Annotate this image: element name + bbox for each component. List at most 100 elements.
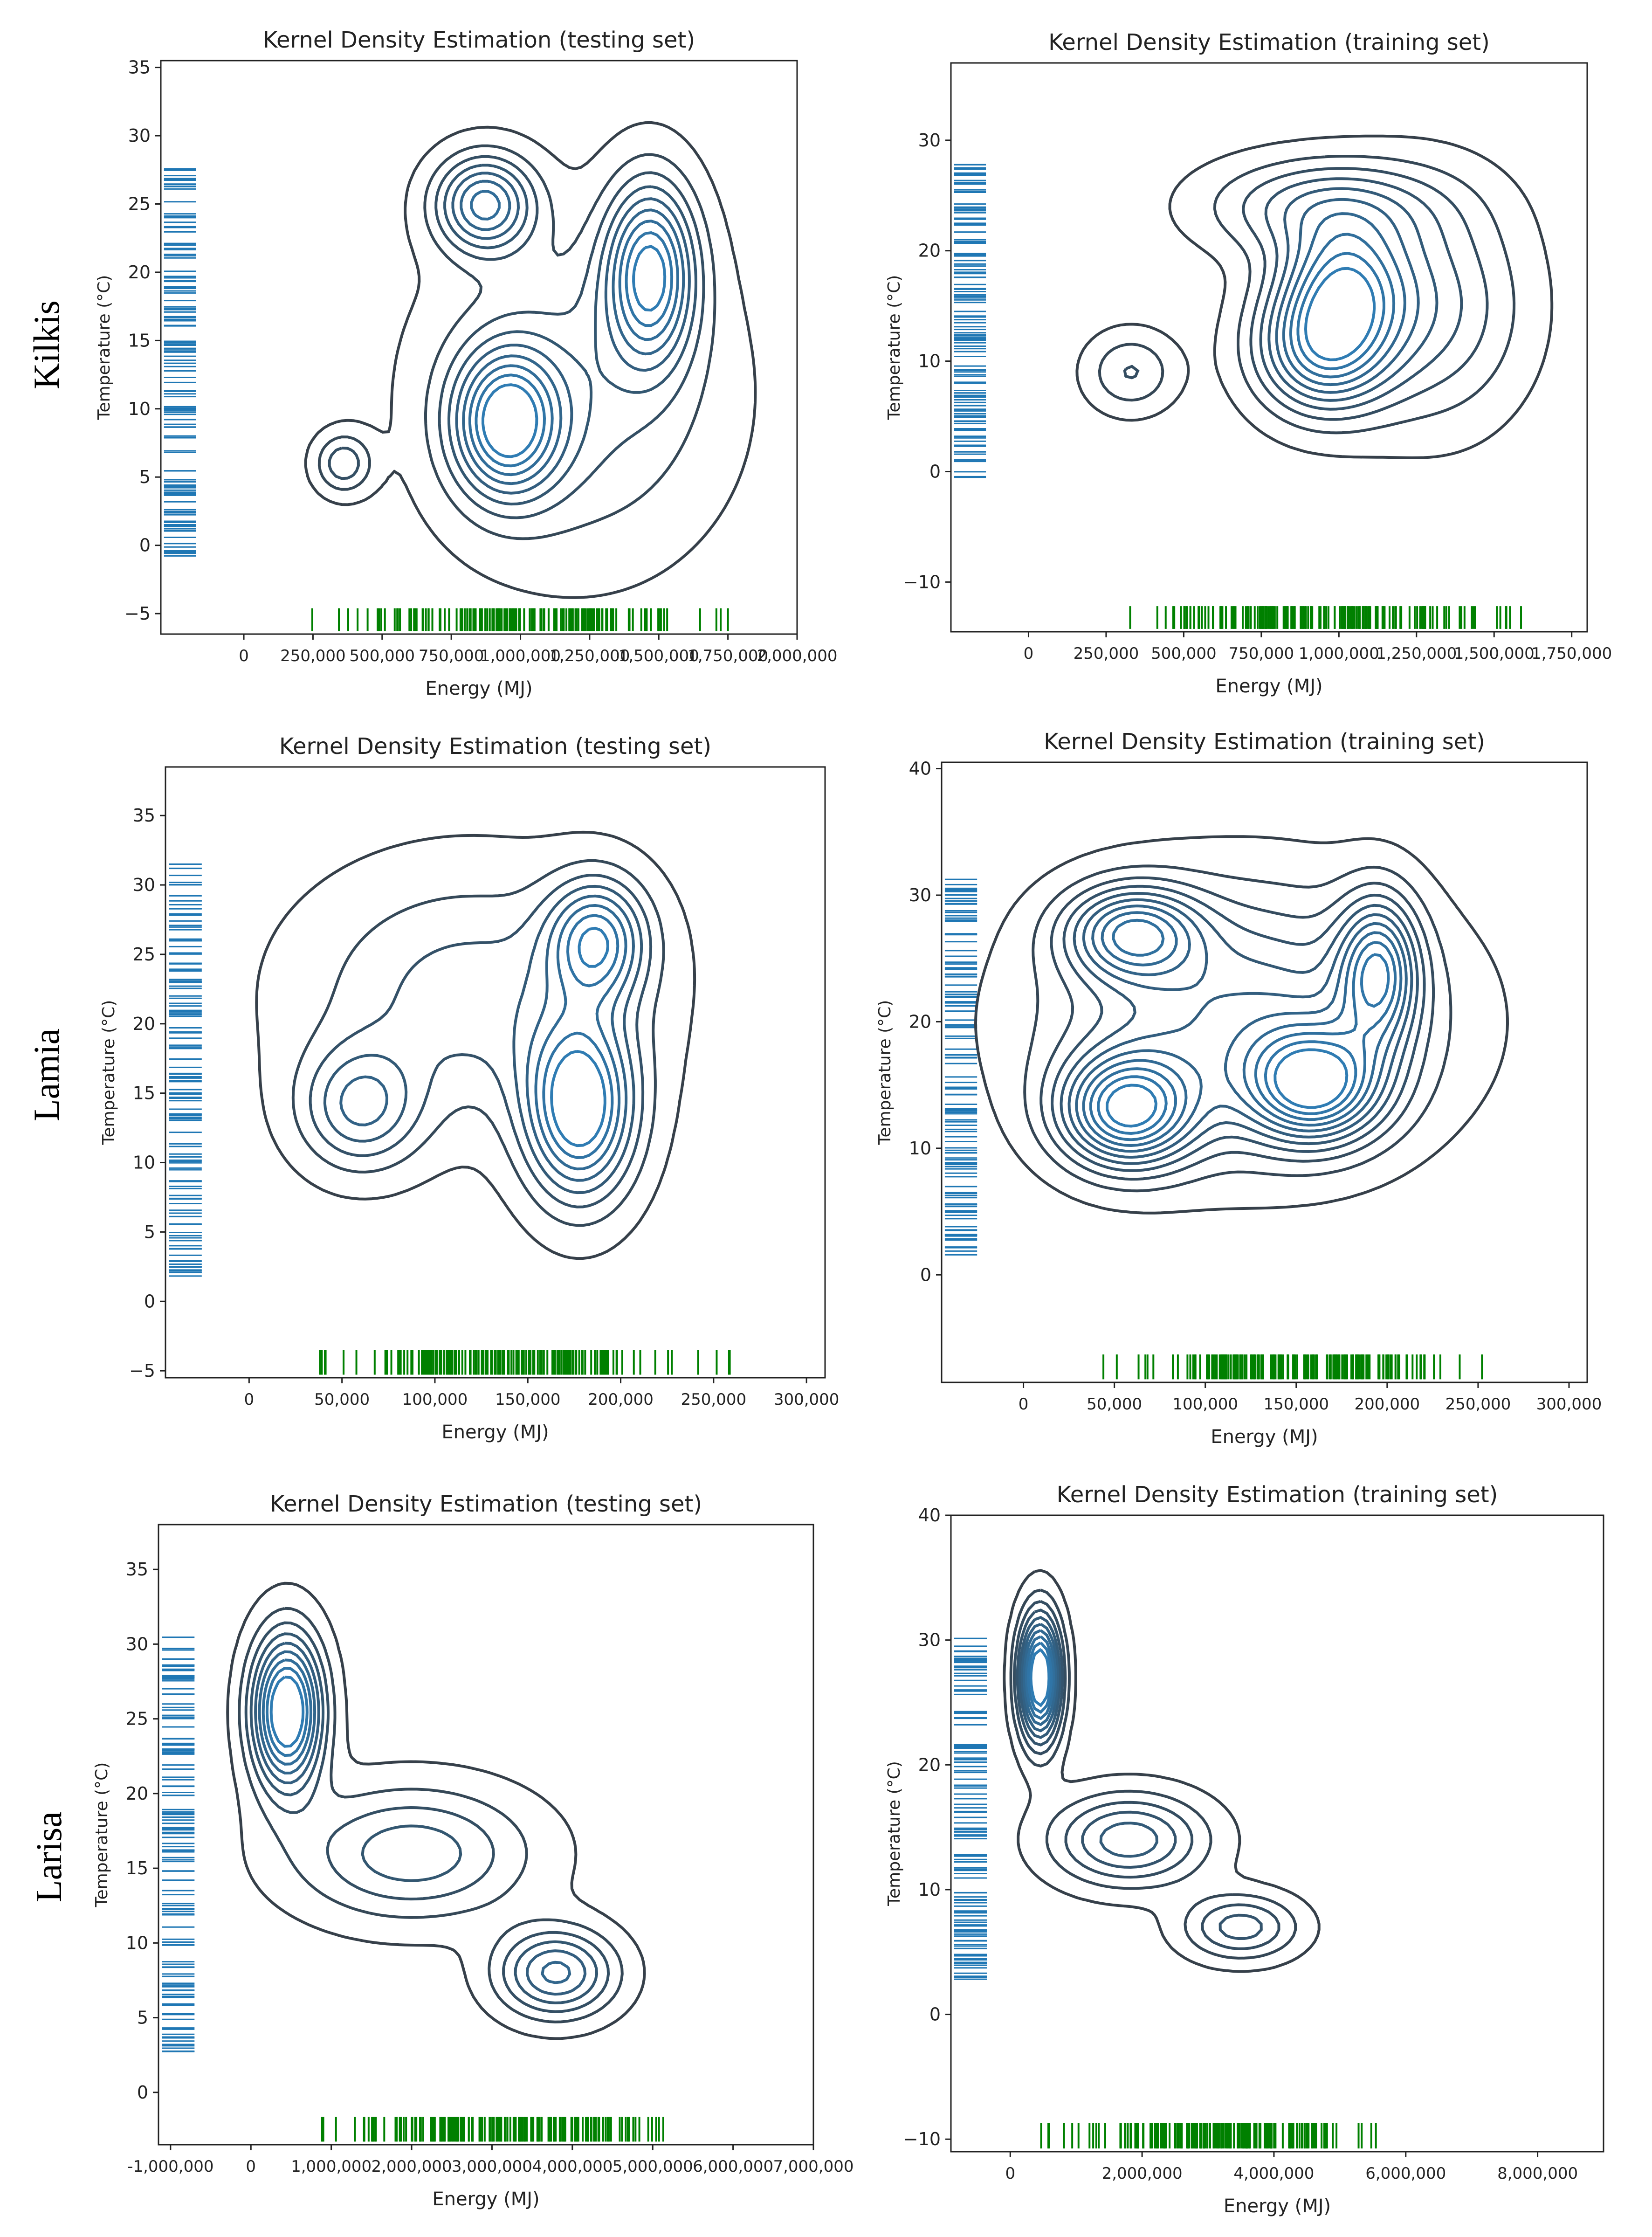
density-contour bbox=[502, 1931, 610, 2013]
y-tick-label: −5 bbox=[124, 603, 151, 624]
y-tick-label: 35 bbox=[126, 1559, 148, 1580]
y-tick-label: 0 bbox=[920, 1264, 931, 1285]
y-tick-label: −5 bbox=[129, 1360, 155, 1381]
y-axis-label: Temperature (°C) bbox=[885, 1761, 904, 1906]
density-contour bbox=[1275, 198, 1420, 394]
y-tick-label: 20 bbox=[133, 1014, 155, 1034]
density-contour bbox=[1012, 1600, 1067, 1755]
density-contour bbox=[1075, 323, 1190, 422]
y-tick-label: 0 bbox=[144, 1291, 155, 1312]
density-contour bbox=[291, 859, 665, 1227]
density-contour bbox=[1242, 167, 1489, 421]
x-tick-label: 5,000,000 bbox=[613, 2157, 693, 2176]
density-contour bbox=[542, 1031, 614, 1160]
density-contour bbox=[1218, 1913, 1263, 1940]
x-tick-label: 300,000 bbox=[1536, 1395, 1602, 1414]
x-axis-label: Energy (MJ) bbox=[1211, 1426, 1318, 1448]
x-tick-label: 2,000,000 bbox=[757, 647, 837, 665]
density-contour bbox=[632, 245, 667, 312]
density-contour bbox=[249, 1632, 325, 1796]
density-contour bbox=[447, 330, 593, 506]
x-axis-label: Energy (MJ) bbox=[432, 2189, 539, 2210]
x-tick-label: 500,000 bbox=[1151, 644, 1217, 663]
density-contour bbox=[1091, 904, 1191, 976]
density-contour bbox=[1184, 1893, 1297, 1960]
density-contour bbox=[1101, 911, 1178, 967]
x-tick-label: 500,000 bbox=[349, 647, 415, 665]
x-tick-label: 50,000 bbox=[314, 1390, 370, 1409]
density-contour bbox=[1296, 252, 1385, 371]
density-contour bbox=[423, 144, 716, 540]
density-contour bbox=[482, 383, 538, 458]
y-tick-label: 40 bbox=[909, 759, 931, 779]
x-tick-label: 150,000 bbox=[1263, 1395, 1329, 1414]
density-contour bbox=[612, 208, 685, 356]
x-tick-label: 0 bbox=[1019, 1395, 1029, 1414]
density-contour bbox=[1097, 1075, 1168, 1135]
density-contour bbox=[309, 874, 653, 1208]
x-tick-label: 4,000,000 bbox=[532, 2157, 613, 2176]
x-tick-label: 4,000,000 bbox=[1233, 2164, 1314, 2183]
density-contour bbox=[339, 1075, 389, 1126]
x-tick-label: 1,500,000 bbox=[619, 647, 699, 665]
y-tick-label: 20 bbox=[909, 1011, 931, 1032]
density-contour bbox=[317, 435, 371, 491]
density-contour bbox=[1016, 1609, 1064, 1747]
y-tick-label: 20 bbox=[918, 241, 941, 261]
density-contour bbox=[1051, 884, 1426, 1172]
density-contour bbox=[1242, 931, 1403, 1127]
x-tick-label: 1,000,000 bbox=[1299, 644, 1379, 663]
y-tick-label: 0 bbox=[137, 2082, 148, 2103]
density-contour bbox=[462, 354, 563, 485]
x-tick-label: 100,000 bbox=[1172, 1395, 1238, 1414]
density-contour bbox=[1098, 343, 1164, 402]
density-contour bbox=[604, 197, 691, 372]
x-tick-label: 300,000 bbox=[774, 1390, 840, 1409]
plot-frame bbox=[941, 761, 1588, 1383]
y-tick-label: 35 bbox=[128, 57, 151, 78]
density-contour bbox=[1082, 1059, 1188, 1147]
x-tick-label: 6,000,000 bbox=[1365, 2164, 1446, 2183]
y-tick-label: 30 bbox=[126, 1634, 148, 1654]
density-contour bbox=[1213, 155, 1516, 435]
chart-title: Kernel Density Estimation (testing set) bbox=[270, 1491, 702, 1517]
x-tick-label: 250,000 bbox=[1446, 1395, 1511, 1414]
y-tick-label: −10 bbox=[903, 572, 941, 592]
x-tick-label: 750,000 bbox=[419, 647, 484, 665]
y-axis-label: Temperature (°C) bbox=[99, 1000, 118, 1146]
chart-title: Kernel Density Estimation (training set) bbox=[1044, 729, 1485, 755]
y-tick-label: −10 bbox=[903, 2129, 941, 2149]
density-contour bbox=[244, 1621, 330, 1814]
density-contour bbox=[512, 884, 643, 1194]
x-tick-label: 1,250,000 bbox=[549, 647, 630, 665]
y-axis-label: Temperature (°C) bbox=[95, 275, 114, 421]
x-tick-label: 200,000 bbox=[588, 1390, 654, 1409]
x-tick-label: 2,000,000 bbox=[372, 2157, 452, 2176]
density-contour bbox=[541, 1961, 571, 1984]
y-tick-label: 10 bbox=[126, 1933, 148, 1953]
y-tick-label: 30 bbox=[128, 125, 151, 146]
density-contour bbox=[1020, 1623, 1060, 1733]
y-axis-label: Temperature (°C) bbox=[92, 1762, 111, 1908]
density-contour bbox=[1081, 1810, 1177, 1869]
density-contour bbox=[1027, 1641, 1053, 1714]
chart-title: Kernel Density Estimation (testing set) bbox=[263, 27, 695, 53]
y-tick-label: 25 bbox=[128, 194, 151, 214]
density-contour bbox=[326, 1806, 495, 1901]
x-tick-label: 750,000 bbox=[1229, 644, 1294, 663]
density-contour bbox=[525, 1949, 587, 1996]
density-contour bbox=[1025, 1635, 1055, 1720]
x-tick-label: 3,000,000 bbox=[452, 2157, 532, 2176]
density-contour bbox=[361, 1824, 462, 1882]
y-tick-label: 10 bbox=[133, 1153, 155, 1173]
density-contour bbox=[1023, 1629, 1057, 1726]
density-contour bbox=[1123, 365, 1140, 380]
density-contour bbox=[618, 220, 679, 341]
x-tick-label: 0 bbox=[244, 1390, 255, 1409]
x-axis-label: Energy (MJ) bbox=[425, 678, 532, 699]
x-tick-label: 50,000 bbox=[1087, 1395, 1142, 1414]
y-tick-label: 25 bbox=[133, 944, 155, 965]
